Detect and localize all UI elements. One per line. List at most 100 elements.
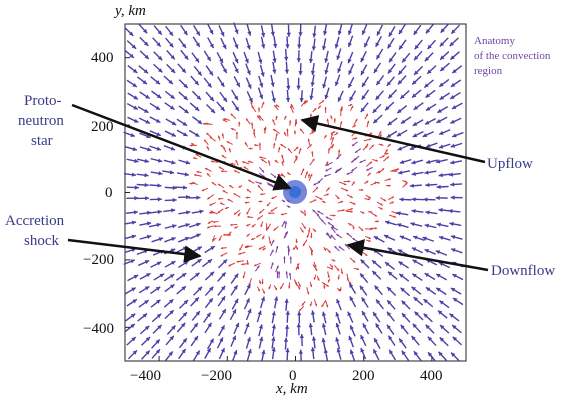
upflow-arrow — [376, 201, 383, 206]
downflow-arrow — [254, 265, 260, 272]
upflow-arrow — [364, 113, 369, 120]
infall-arrow — [284, 48, 289, 61]
infall-arrow — [347, 51, 354, 64]
infall-arrow — [413, 50, 423, 61]
infall-arrow — [322, 23, 328, 36]
upflow-arrow — [257, 184, 264, 192]
upflow-arrow — [366, 120, 370, 128]
infall-arrow — [286, 24, 291, 37]
infall-arrow — [398, 39, 407, 50]
downflow-label: Downflow — [491, 263, 555, 279]
upflow-arrow — [378, 206, 383, 210]
upflow-arrow — [286, 128, 289, 137]
upflow-arrow — [301, 301, 306, 306]
infall-arrow — [192, 36, 201, 48]
upflow-arrow — [207, 220, 214, 224]
infall-arrow — [311, 38, 317, 51]
infall-arrow — [191, 310, 201, 321]
infall-arrow — [127, 65, 138, 74]
infall-arrow — [243, 298, 250, 310]
upflow-arrow — [206, 145, 210, 151]
upflow-arrow — [370, 227, 378, 230]
x-tick-label: 200 — [352, 368, 375, 384]
upflow-arrow — [340, 106, 344, 111]
infall-arrow — [424, 223, 437, 229]
upflow-arrow — [228, 147, 232, 153]
infall-arrow — [452, 273, 464, 281]
infall-arrow — [258, 75, 264, 88]
upflow-arrow — [217, 197, 224, 200]
infall-arrow — [375, 90, 384, 101]
infall-arrow — [452, 297, 464, 306]
upflow-arrow — [192, 181, 198, 186]
infall-arrow — [230, 273, 239, 284]
upflow-arrow — [266, 223, 271, 230]
infall-arrow — [387, 37, 395, 49]
infall-arrow — [298, 63, 303, 76]
svg-text:of the convection: of the convection — [474, 50, 551, 62]
infall-arrow — [284, 298, 289, 311]
infall-arrow — [138, 117, 151, 124]
infall-arrow — [371, 259, 382, 269]
infall-arrow — [399, 235, 412, 242]
y-axis-label: y, km — [113, 3, 146, 19]
infall-arrow — [335, 322, 341, 335]
upflow-arrow — [253, 262, 261, 267]
upflow-arrow — [258, 142, 262, 151]
upflow-arrow — [313, 274, 317, 280]
upflow-arrow — [242, 271, 246, 279]
upflow-arrow — [258, 208, 265, 214]
infall-arrow — [260, 25, 266, 38]
infall-arrow — [396, 129, 408, 137]
upflow-arrow — [338, 181, 347, 186]
upflow-arrow — [293, 279, 298, 285]
infall-arrow — [310, 62, 316, 76]
upflow-arrow — [203, 139, 209, 146]
infall-arrow — [191, 52, 200, 63]
infall-arrow — [164, 102, 175, 111]
upflow-arrow — [261, 279, 264, 285]
upflow-arrow — [352, 224, 355, 230]
upflow-arrow — [279, 282, 285, 290]
infall-arrow — [163, 159, 176, 165]
infall-arrow — [438, 78, 450, 88]
upflow-arrow — [257, 286, 261, 292]
infall-arrow — [411, 247, 424, 254]
upflow-arrow — [196, 170, 202, 174]
infall-arrow — [231, 349, 238, 362]
infall-arrow — [246, 348, 252, 361]
infall-arrow — [436, 184, 449, 190]
upflow-arrow — [192, 157, 198, 160]
infall-arrow — [375, 299, 384, 310]
infall-arrow — [424, 248, 436, 255]
infall-arrow — [286, 77, 291, 90]
upflow-arrow — [378, 167, 385, 174]
upflow-arrow — [304, 171, 308, 179]
upflow-arrow — [234, 226, 239, 229]
upflow-arrow — [384, 152, 389, 155]
upflow-arrow — [298, 305, 305, 312]
upflow-arrow — [288, 282, 291, 289]
infall-arrow — [440, 23, 450, 34]
upflow-arrow — [330, 115, 333, 120]
infall-arrow — [126, 158, 139, 164]
upflow-arrow — [302, 239, 308, 247]
infall-arrow — [256, 310, 262, 323]
upflow-arrow — [324, 106, 327, 114]
upflow-arrow — [346, 194, 354, 199]
upflow-arrow — [312, 186, 319, 193]
upflow-arrow — [333, 132, 339, 136]
infall-arrow — [387, 89, 398, 99]
infall-arrow — [270, 74, 275, 87]
upflow-pointer — [300, 114, 486, 164]
infall-arrow — [309, 87, 314, 100]
infall-arrow — [375, 35, 383, 48]
infall-arrow — [386, 324, 395, 335]
upflow-arrow — [306, 144, 313, 150]
infall-arrow — [204, 322, 213, 334]
infall-arrow — [180, 49, 189, 61]
infall-arrow — [163, 298, 174, 308]
infall-arrow — [178, 105, 189, 114]
upflow-arrow — [281, 161, 284, 166]
upflow-arrow — [389, 214, 397, 218]
